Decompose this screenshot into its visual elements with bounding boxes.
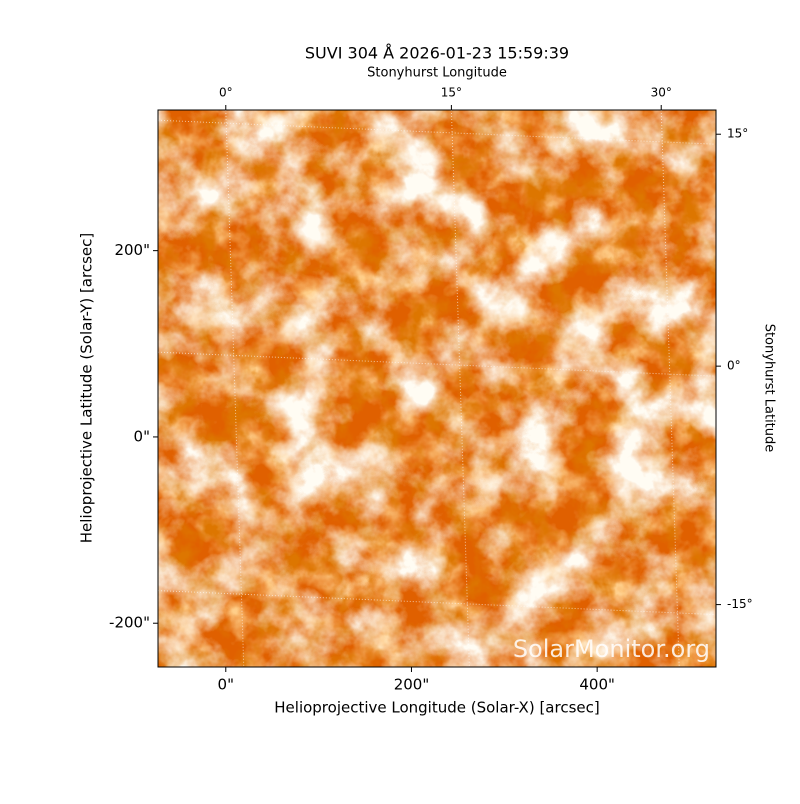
y-tick-label: -200" (109, 614, 150, 632)
y2-tick-label: 15° (727, 127, 748, 141)
y-label: Helioprojective Latitude (Solar-Y) [arcs… (78, 233, 96, 543)
y2-tick-label: -15° (727, 597, 753, 611)
x-tick-label: 400" (579, 676, 615, 694)
plot-frame (157, 109, 717, 668)
x-tick-label: 0" (218, 676, 234, 694)
y2-tick-label: 0° (727, 359, 741, 373)
y2-label: Stonyhurst Latitude (762, 324, 777, 453)
x2-tick-label: 30° (651, 86, 672, 100)
chart-title: SUVI 304 Å 2026-01-23 15:59:39 (305, 44, 569, 63)
x-tick-label: 200" (394, 676, 430, 694)
x2-tick-label: 15° (441, 86, 462, 100)
grid-line (158, 351, 716, 377)
grid-line (158, 119, 716, 145)
x-label: Helioprojective Longitude (Solar-X) [arc… (274, 699, 599, 717)
y-tick-label: 200" (114, 241, 150, 259)
solar-image (158, 110, 716, 667)
watermark: SolarMonitor.org (513, 635, 710, 663)
x2-label: Stonyhurst Longitude (367, 66, 507, 81)
x2-tick-label: 0° (219, 86, 233, 100)
grid-line (158, 590, 716, 616)
y-tick-label: 0" (134, 427, 150, 445)
